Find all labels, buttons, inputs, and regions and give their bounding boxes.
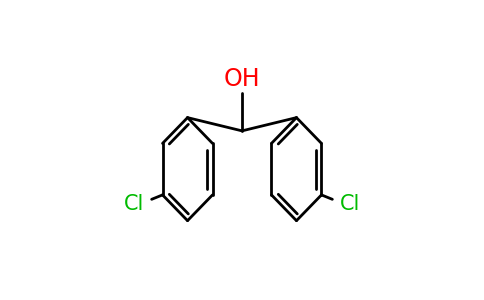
Text: Cl: Cl [340,194,361,214]
Text: OH: OH [224,67,260,91]
Text: Cl: Cl [123,194,144,214]
